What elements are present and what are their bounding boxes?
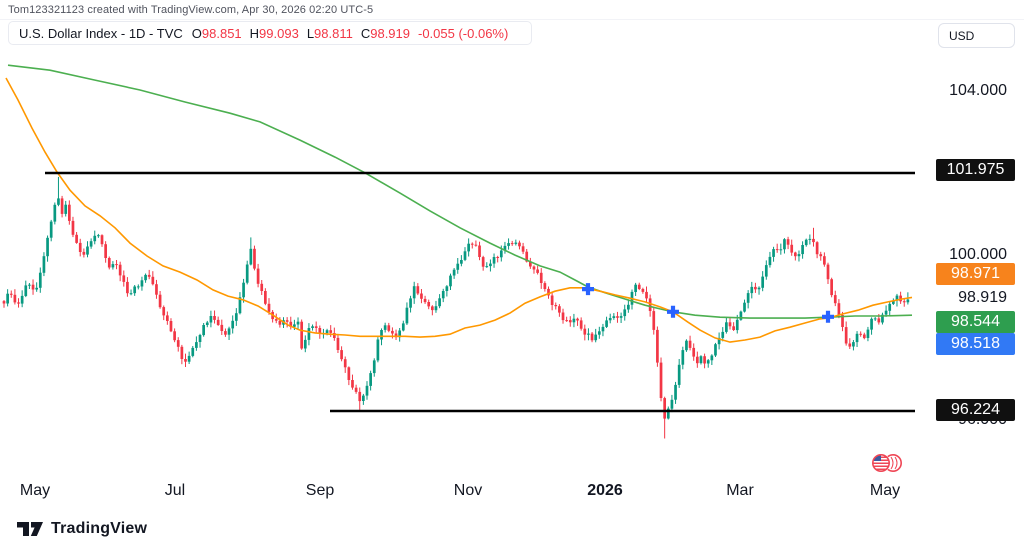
ohlc-pair: H99.093 — [250, 26, 299, 41]
ohlc-key: O — [191, 25, 202, 41]
ohlc-key: H — [249, 25, 260, 41]
price-label: 98.919 — [958, 289, 1007, 306]
price-badge: 101.975 — [936, 159, 1015, 181]
price-badge: 98.544 — [936, 311, 1015, 333]
blue-cross-marker — [667, 305, 679, 318]
time-label: Sep — [305, 482, 335, 499]
time-label: May — [869, 482, 901, 499]
tradingview-logo-text: TradingView — [51, 520, 148, 537]
time-label: May — [19, 482, 51, 499]
time-label: Nov — [453, 482, 483, 499]
time-label: 2026 — [587, 482, 623, 499]
price-label: 104.000 — [949, 82, 1007, 99]
symbol-title: U.S. Dollar Index - 1D - TVC — [19, 25, 183, 41]
price-badge: 98.971 — [936, 263, 1015, 285]
candles-series — [2, 176, 910, 439]
blue-cross-marker — [582, 283, 594, 296]
ohlc-value: 98.919 — [370, 25, 410, 41]
tradingview-mark-icon — [17, 522, 43, 536]
price-badge: 98.518 — [936, 333, 1015, 355]
change-readout: -0.055 (-0.06%) — [418, 25, 509, 41]
ohlc-value: 98.811 — [314, 25, 353, 41]
ohlc-pair: L98.811 — [307, 26, 353, 41]
ma-line-green — [7, 64, 913, 319]
top-divider — [0, 19, 1024, 20]
attribution-text: Tom123321123 created with TradingView.co… — [8, 4, 374, 16]
time-label: Mar — [726, 482, 754, 499]
usd-index-flag-icon — [871, 453, 902, 473]
time-label: Jul — [164, 482, 186, 499]
blue-cross-marker — [822, 310, 834, 323]
price-badge: 96.224 — [936, 399, 1015, 421]
tradingview-logo[interactable]: TradingView — [16, 519, 147, 539]
ma-line-orange — [5, 77, 913, 343]
currency-button-label: USD — [949, 28, 975, 43]
ohlc-pair: O98.851 — [192, 26, 242, 41]
symbol-legend-pill[interactable]: U.S. Dollar Index - 1D - TVC O98.851 H99.… — [8, 21, 532, 45]
ohlc-key: L — [306, 25, 315, 41]
currency-button[interactable]: USD — [938, 23, 1015, 48]
price-label: 100.000 — [949, 246, 1007, 263]
ohlc-readout: O98.851 H99.093 L98.811 C98.919 — [192, 26, 418, 41]
ohlc-value: 99.093 — [259, 25, 299, 41]
ohlc-value: 98.851 — [201, 25, 242, 41]
ohlc-key: C — [360, 25, 371, 41]
ohlc-pair: C98.919 — [361, 26, 410, 41]
